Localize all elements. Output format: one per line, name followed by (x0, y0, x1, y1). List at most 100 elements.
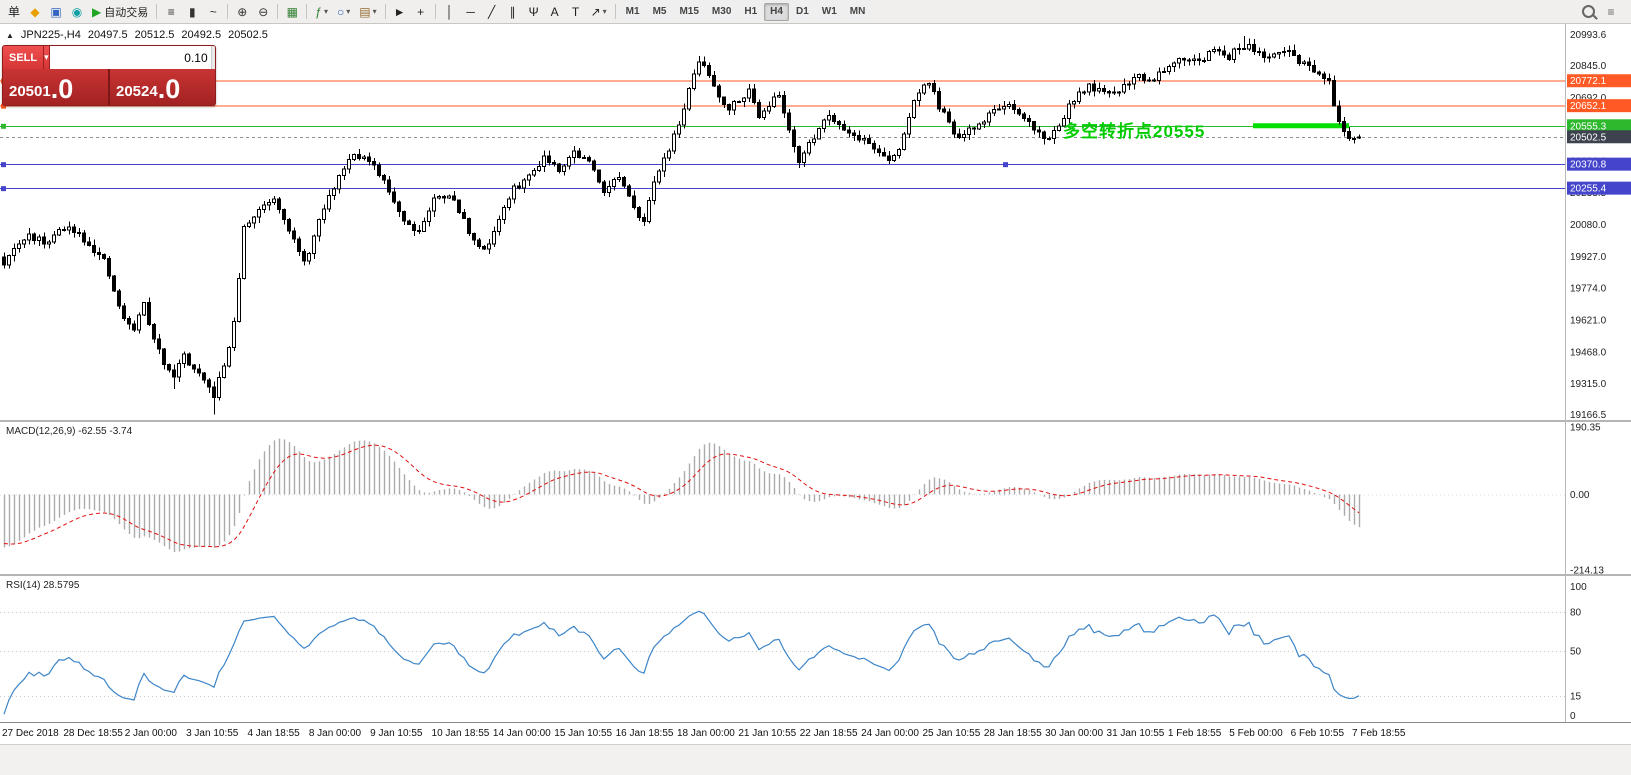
templates-icon[interactable]: ▤ ▾ (355, 2, 380, 22)
time-axis-label: 27 Dec 2018 (2, 728, 59, 739)
pitchfork-icon[interactable]: Ψ (524, 2, 544, 22)
tile-windows-icon[interactable]: ▦ (282, 2, 302, 22)
toolbar-separator (384, 4, 386, 19)
time-axis-label: 8 Jan 00:00 (308, 728, 362, 739)
timeframe-H1[interactable]: H1 (738, 2, 764, 21)
arrows-icon[interactable]: ↗ ▾ (587, 2, 611, 22)
crosshair-icon[interactable]: + (411, 2, 431, 22)
trade-options-dropdown[interactable]: ▾ (44, 46, 50, 69)
market-watch-icon[interactable]: ▣ (46, 2, 66, 22)
data-window-icon[interactable]: ◉ (67, 2, 87, 22)
time-axis-label: 21 Jan 10:55 (738, 728, 797, 739)
time-axis-label: 24 Jan 00:00 (861, 728, 919, 739)
status-bar (0, 744, 1631, 775)
search-icon[interactable] (1578, 2, 1599, 22)
toolbar-right-group: ≡ (1578, 2, 1621, 22)
toolbar-separator (156, 4, 158, 19)
svg-text:0: 0 (1570, 711, 1576, 722)
symbol-timeframe-label: JPN225-,H4 (20, 29, 81, 41)
chart-window[interactable]: 20993.620845.020692.020539.020386.020233… (0, 24, 1631, 775)
chevron-down-icon: ▾ (323, 7, 328, 16)
time-axis[interactable]: 27 Dec 2018 28 Dec 18:55 2 Jan 00:00 3 Jan … (0, 722, 1631, 745)
profile-icon[interactable]: ◆ (25, 2, 45, 22)
time-axis-label: 6 Feb 10:55 (1290, 728, 1344, 739)
indicators-icon[interactable]: ƒ ▾ (311, 2, 332, 22)
trendline-icon[interactable]: ╱ (482, 2, 502, 22)
new-order-button[interactable]: 单 (4, 2, 24, 22)
buy-price[interactable]: 20524.0 (108, 69, 215, 105)
svg-text:20845.0: 20845.0 (1570, 61, 1607, 72)
chevron-down-icon: ▾ (346, 7, 351, 16)
time-axis-label: 30 Jan 00:00 (1045, 728, 1103, 739)
chart-annotation-text[interactable]: 多空转折点20555 (1063, 122, 1206, 141)
menu-icon[interactable]: ≡ (1601, 2, 1621, 22)
vertical-line-icon[interactable]: │ (440, 2, 460, 22)
svg-text:100: 100 (1570, 582, 1587, 593)
timeframe-W1[interactable]: W1 (815, 2, 843, 21)
time-axis-label: 15 Jan 10:55 (554, 728, 613, 739)
one-click-trade-panel: SELL ▾ ▴ ▾ BUY 20501.0 20524.0 (2, 45, 216, 106)
time-axis-label: 25 Jan 10:55 (922, 728, 981, 739)
macd-indicator-label: MACD(12,26,9) -62.55 -3.74 (6, 426, 133, 437)
bar-chart-icon[interactable]: ≡ (161, 2, 181, 22)
toolbar-separator (227, 4, 229, 19)
periods-icon[interactable]: ○ ▾ (333, 2, 354, 22)
chart-type-icon: ▲ (6, 30, 14, 40)
svg-text:20080.0: 20080.0 (1570, 220, 1607, 231)
channel-icon[interactable]: ∥ (503, 2, 523, 22)
time-axis-label: 10 Jan 18:55 (431, 728, 490, 739)
svg-text:20692.0: 20692.0 (1570, 93, 1607, 104)
svg-text:20370.8: 20370.8 (1570, 160, 1607, 171)
macd-panel[interactable]: 190.35 0.00 -214.13 (0, 422, 1631, 574)
volume-input[interactable] (49, 46, 211, 69)
time-axis-label: 1 Feb 18:55 (1167, 728, 1222, 739)
svg-text:50: 50 (1570, 646, 1582, 657)
panel-divider[interactable] (0, 574, 1631, 576)
text-label-icon[interactable]: T (566, 2, 586, 22)
time-axis-label: 3 Jan 10:55 (186, 728, 239, 739)
magnifier-glyph (1582, 5, 1595, 18)
panel-divider[interactable] (0, 420, 1631, 422)
volume-decrease-button[interactable]: ▾ (211, 57, 215, 69)
toolbar-left-group: 单 ◆ ▣ ◉ ▶ 自动交易 ≡ ▮ ~ ⊕ ⊖ ▦ ƒ ▾ ○ ▾ ▤ ▾ ► + │ ─ ╱ ∥ Ψ A T ↗ ▾ M1 M5 M15 M… (4, 2, 872, 22)
cursor-icon[interactable]: ► (390, 2, 410, 22)
time-axis-label: 4 Jan 18:55 (247, 728, 300, 739)
svg-text:20502.5: 20502.5 (1570, 132, 1607, 143)
candlestick-plot[interactable]: 20993.620845.020692.020539.020386.020233… (0, 24, 1631, 420)
candlestick-chart-icon[interactable]: ▮ (182, 2, 202, 22)
timeframe-H4[interactable]: H4 (764, 2, 789, 21)
time-axis-label: 18 Jan 00:00 (677, 728, 735, 739)
chevron-down-icon: ▾ (44, 52, 49, 62)
zoom-out-icon[interactable]: ⊖ (253, 2, 273, 22)
ohlc-readout: ▲ JPN225-,H4 20497.5 20512.5 20492.5 205… (6, 29, 268, 41)
toolbar-separator (306, 4, 308, 19)
timeframe-MN[interactable]: MN (843, 2, 872, 21)
svg-text:20772.1: 20772.1 (1570, 76, 1607, 87)
time-axis-label: 14 Jan 00:00 (492, 728, 551, 739)
autotrade-button[interactable]: ▶ 自动交易 (88, 2, 152, 22)
timeframe-M5[interactable]: M5 (646, 2, 673, 21)
zoom-in-icon[interactable]: ⊕ (232, 2, 252, 22)
time-axis-label: 28 Dec 18:55 (63, 728, 123, 739)
svg-text:80: 80 (1570, 608, 1582, 619)
rsi-panel[interactable]: 100 80 50 15 0 (0, 576, 1631, 722)
volume-increase-button[interactable]: ▴ (211, 46, 215, 58)
timeframe-D1[interactable]: D1 (789, 2, 815, 21)
sell-price[interactable]: 20501.0 (3, 69, 108, 105)
timeframe-M30[interactable]: M30 (705, 2, 738, 21)
timeframe-M1[interactable]: M1 (619, 2, 646, 21)
sell-button[interactable]: SELL (3, 46, 45, 69)
text-icon[interactable]: A (545, 2, 565, 22)
time-axis-label: 9 Jan 10:55 (370, 728, 423, 739)
chevron-down-icon: ▾ (602, 7, 607, 16)
rsi-indicator-label: RSI(14) 28.5795 (6, 580, 80, 591)
svg-text:19166.5: 19166.5 (1570, 410, 1607, 420)
toolbar: 单 ◆ ▣ ◉ ▶ 自动交易 ≡ ▮ ~ ⊕ ⊖ ▦ ƒ ▾ ○ ▾ ▤ ▾ ► + │ ─ ╱ ∥ Ψ A T ↗ ▾ M1 M5 M15 M… (0, 0, 1631, 24)
time-axis-label: 31 Jan 10:55 (1106, 728, 1165, 739)
line-chart-icon[interactable]: ~ (203, 2, 223, 22)
svg-text:0.00: 0.00 (1570, 490, 1590, 501)
timeframe-M15[interactable]: M15 (673, 2, 705, 21)
svg-text:-214.13: -214.13 (1570, 566, 1604, 574)
horizontal-line-icon[interactable]: ─ (461, 2, 481, 22)
time-axis-label: 28 Jan 18:55 (983, 728, 1042, 739)
